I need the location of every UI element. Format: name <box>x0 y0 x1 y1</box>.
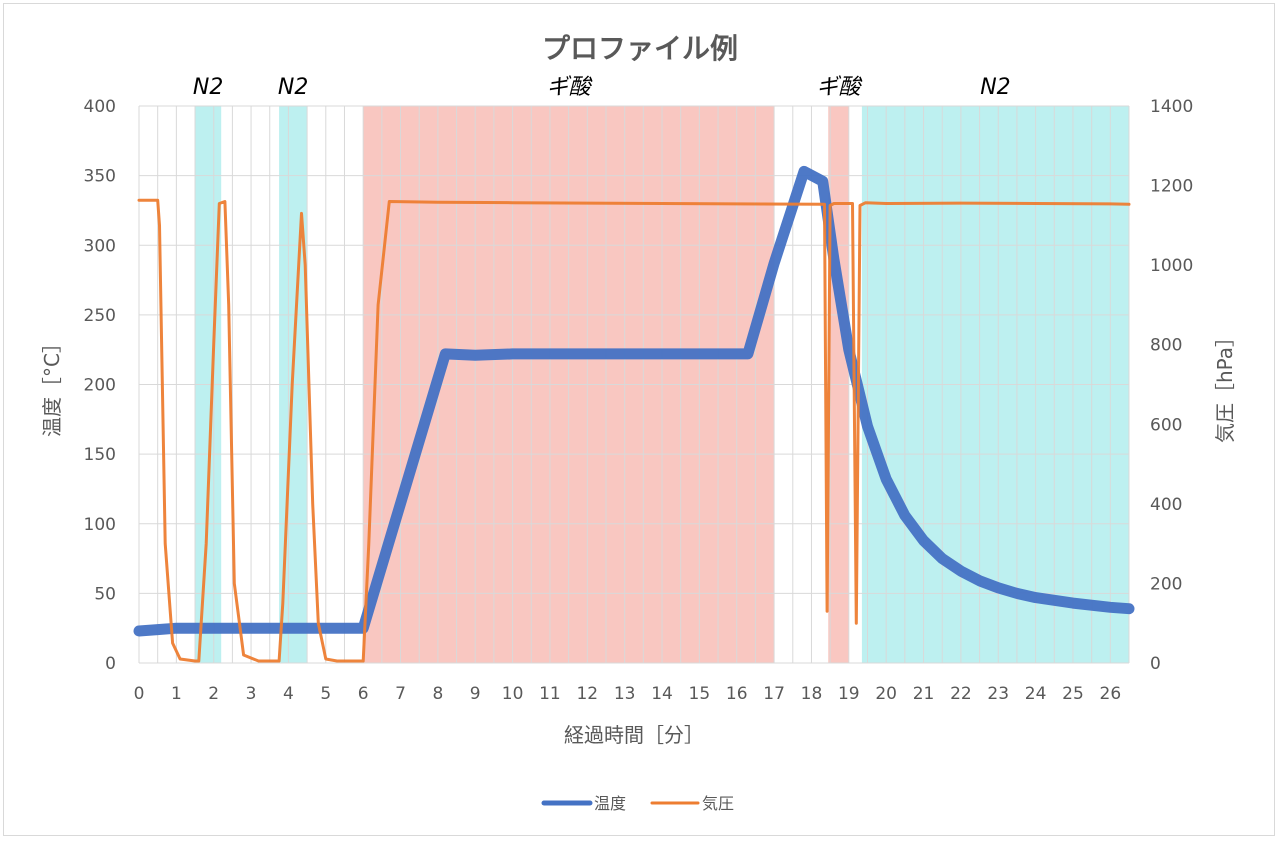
x-tick-label-26: 26 <box>1100 684 1122 704</box>
y-left-tick-label-6: 300 <box>84 236 116 256</box>
y-left-tick-label-1: 50 <box>94 584 116 604</box>
x-tick-label-10: 10 <box>502 684 524 704</box>
x-tick-label-20: 20 <box>875 684 897 704</box>
tick-layer: 0 1 2 3 4 5 6 7 8 9 10 11 12 13 14 15 16 17 18 19 20 21 22 23 24… <box>84 97 1194 704</box>
x-tick-label-3: 3 <box>246 684 257 704</box>
band-label-2: ギ酸 <box>547 75 593 100</box>
x-tick-label-8: 8 <box>432 684 443 704</box>
y-right-tick-label-7: 1400 <box>1150 97 1193 117</box>
x-tick-label-18: 18 <box>801 684 823 704</box>
band-label-3: ギ酸 <box>817 75 863 100</box>
x-tick-label-0: 0 <box>134 684 145 704</box>
x-tick-label-13: 13 <box>614 684 636 704</box>
band-label-0: N2 <box>193 75 223 100</box>
y-left-tick-label-0: 0 <box>105 654 116 674</box>
x-tick-label-15: 15 <box>689 684 711 704</box>
band-label-1: N2 <box>278 75 308 100</box>
x-tick-label-5: 5 <box>320 684 331 704</box>
legend-label-pressure: 気圧 <box>702 794 734 813</box>
y-axis-left-label: 温度［°C］ <box>40 333 64 437</box>
legend: 温度 気圧 <box>541 794 734 813</box>
y-right-tick-label-4: 800 <box>1150 336 1182 356</box>
x-tick-label-16: 16 <box>726 684 748 704</box>
y-left-tick-label-5: 250 <box>84 306 116 326</box>
x-tick-label-24: 24 <box>1025 684 1047 704</box>
x-tick-label-2: 2 <box>208 684 219 704</box>
y-left-tick-label-7: 350 <box>84 167 116 187</box>
pressure-line <box>137 198 1131 663</box>
x-axis-label: 経過時間［分］ <box>564 723 704 747</box>
x-tick-label-7: 7 <box>395 684 406 704</box>
x-tick-label-23: 23 <box>987 684 1009 704</box>
y-right-tick-label-6: 1200 <box>1150 177 1193 197</box>
band-label-layer: N2 N2 ギ酸 ギ酸 N2 <box>193 75 1011 100</box>
y-left-tick-label-4: 200 <box>84 376 116 396</box>
x-tick-label-12: 12 <box>576 684 598 704</box>
chart-frame <box>3 3 1275 836</box>
x-tick-label-14: 14 <box>651 684 673 704</box>
y-right-tick-label-2: 400 <box>1150 495 1182 515</box>
chart-title: プロファイル例 <box>542 32 738 65</box>
x-tick-label-6: 6 <box>358 684 369 704</box>
x-tick-label-25: 25 <box>1062 684 1084 704</box>
x-tick-label-17: 17 <box>763 684 785 704</box>
band-label-4: N2 <box>980 75 1010 100</box>
temperature-line <box>133 165 1135 637</box>
y-right-tick-label-3: 600 <box>1150 415 1182 435</box>
x-tick-label-1: 1 <box>171 684 182 704</box>
y-right-tick-label-5: 1000 <box>1150 256 1193 276</box>
x-tick-label-22: 22 <box>950 684 972 704</box>
x-tick-label-19: 19 <box>838 684 860 704</box>
y-left-tick-label-8: 400 <box>84 97 116 117</box>
x-tick-label-9: 9 <box>470 684 481 704</box>
x-tick-label-11: 11 <box>539 684 561 704</box>
y-axis-right-label: 気圧［hPa］ <box>1213 327 1237 443</box>
legend-label-temperature: 温度 <box>594 794 626 813</box>
series-layer <box>133 165 1135 663</box>
y-left-tick-label-3: 150 <box>84 445 116 465</box>
y-right-tick-label-0: 0 <box>1150 654 1161 674</box>
y-right-tick-label-1: 200 <box>1150 574 1182 594</box>
x-tick-label-21: 21 <box>913 684 935 704</box>
x-tick-label-4: 4 <box>283 684 294 704</box>
y-left-tick-label-2: 100 <box>84 515 116 535</box>
